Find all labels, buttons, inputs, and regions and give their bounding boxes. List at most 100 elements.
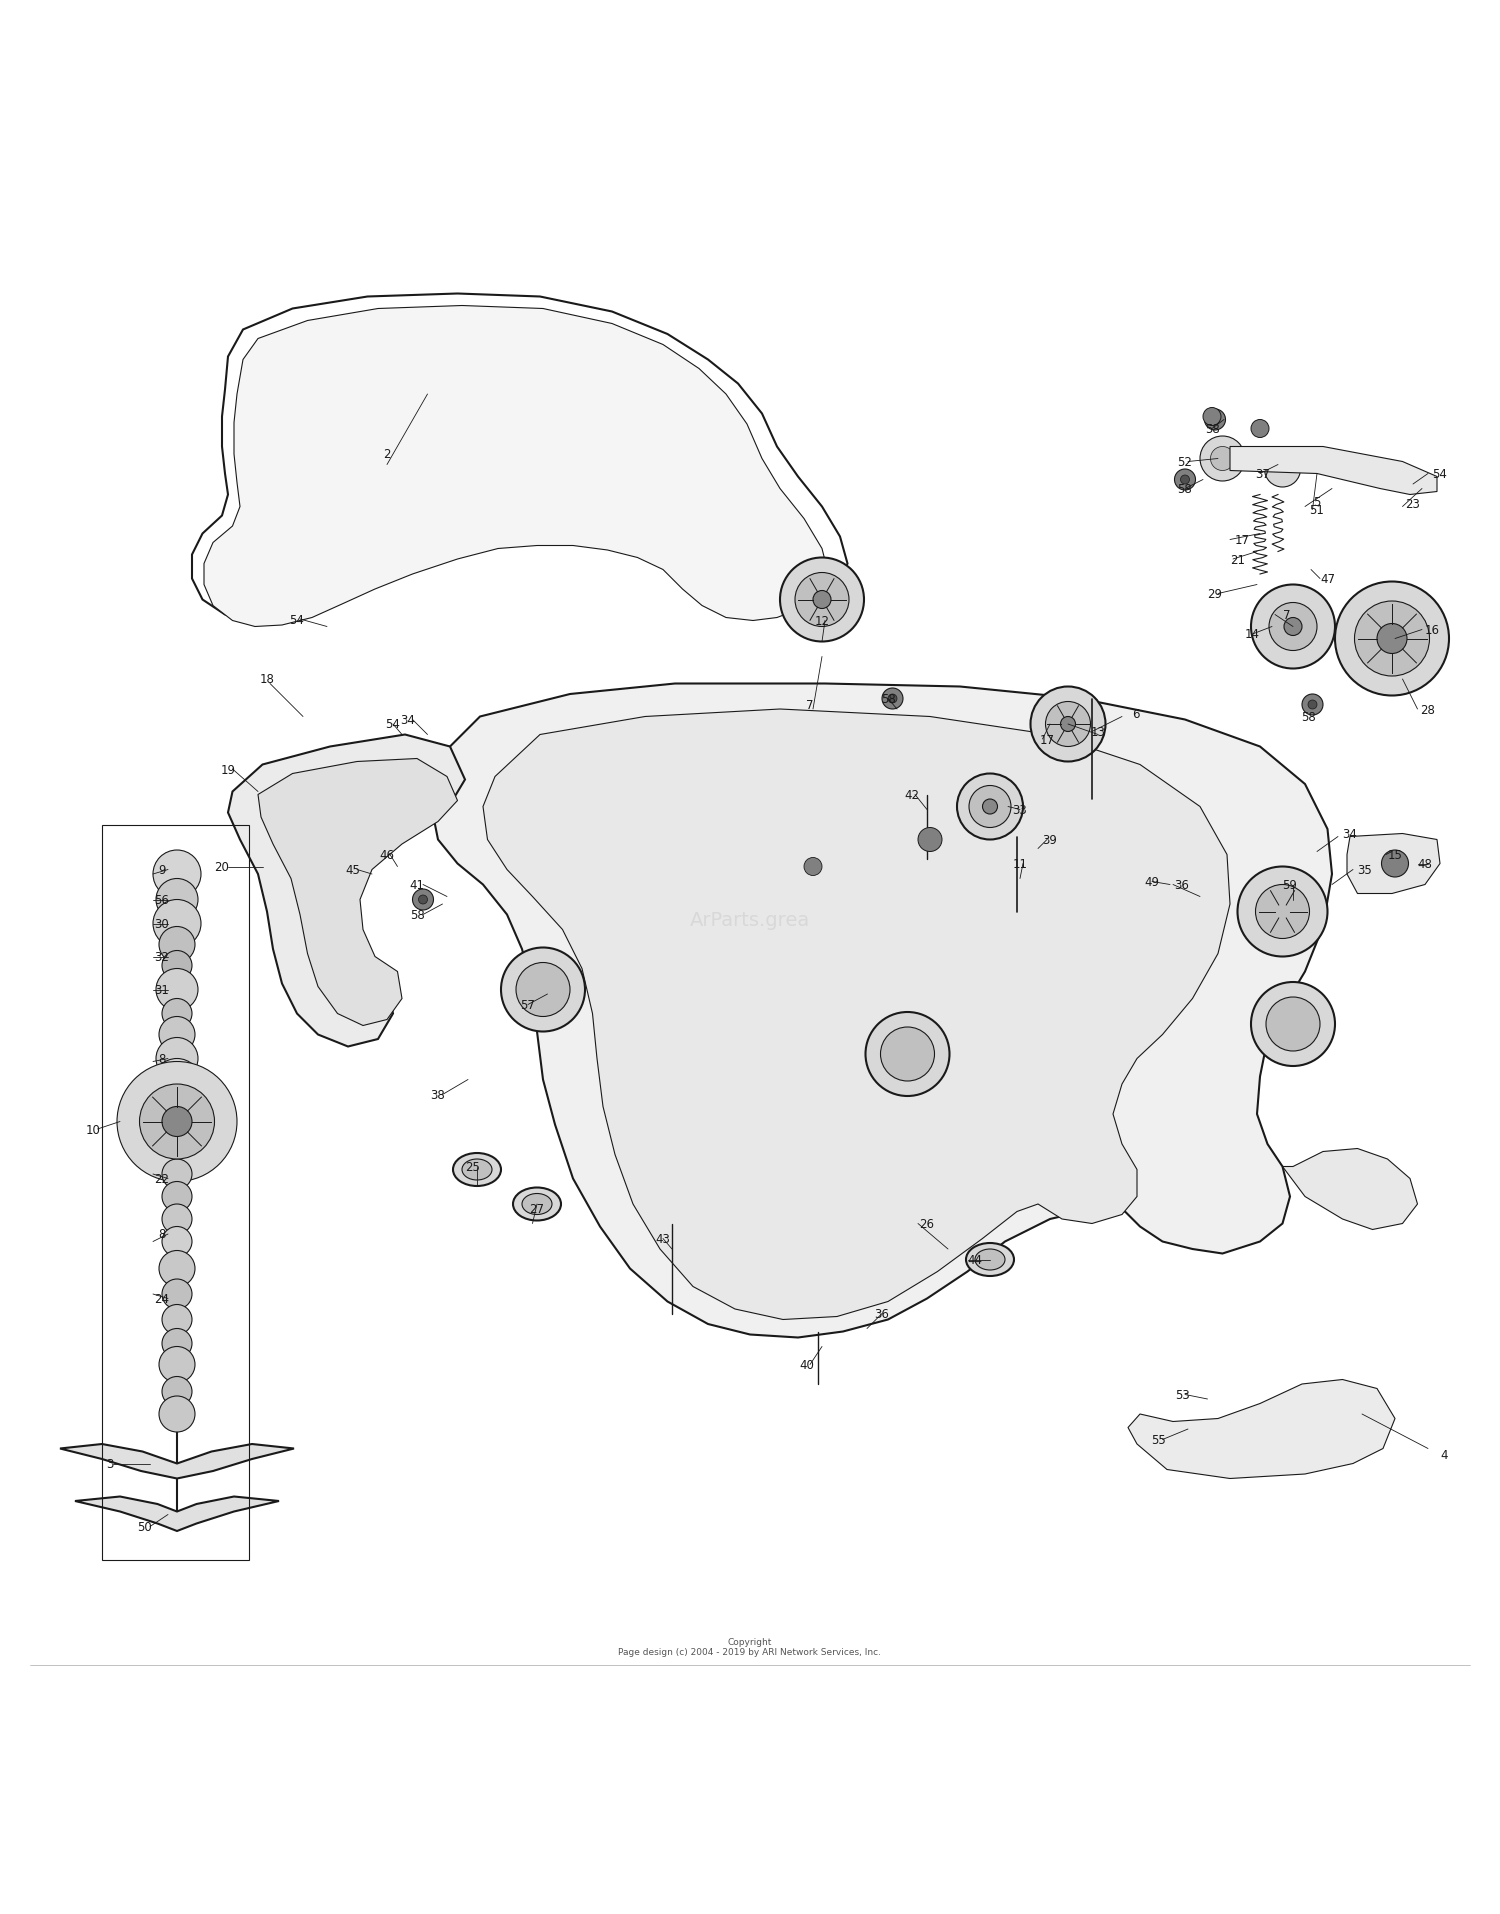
Text: 29: 29 [1208, 588, 1222, 601]
Circle shape [1256, 884, 1310, 940]
Text: 25: 25 [465, 1160, 480, 1173]
Text: 33: 33 [1013, 804, 1028, 817]
Text: 16: 16 [1425, 624, 1440, 637]
Text: 24: 24 [154, 1292, 170, 1305]
Text: 58: 58 [880, 693, 896, 706]
Text: 10: 10 [86, 1124, 100, 1135]
Text: 32: 32 [154, 951, 170, 963]
Text: 50: 50 [136, 1520, 152, 1533]
Circle shape [1284, 618, 1302, 635]
Circle shape [813, 591, 831, 609]
Text: 54: 54 [290, 612, 304, 626]
Circle shape [1308, 701, 1317, 710]
Circle shape [982, 800, 998, 815]
Circle shape [780, 559, 864, 643]
Text: ArParts.grea: ArParts.grea [690, 909, 810, 928]
Text: 46: 46 [380, 848, 394, 861]
Circle shape [156, 1037, 198, 1079]
Circle shape [501, 947, 585, 1032]
Text: 43: 43 [656, 1233, 670, 1246]
Polygon shape [1128, 1380, 1395, 1480]
Ellipse shape [975, 1250, 1005, 1271]
Circle shape [516, 963, 570, 1016]
Circle shape [162, 1227, 192, 1257]
Text: 49: 49 [1144, 875, 1160, 888]
Text: 34: 34 [400, 714, 416, 727]
Circle shape [162, 1181, 192, 1212]
Polygon shape [432, 683, 1332, 1338]
Text: 5: 5 [1314, 496, 1320, 509]
Polygon shape [1230, 448, 1437, 496]
Text: 3: 3 [106, 1457, 112, 1470]
Circle shape [804, 857, 822, 877]
Circle shape [159, 1347, 195, 1382]
Text: 48: 48 [1418, 857, 1432, 871]
Text: 7: 7 [1282, 609, 1290, 622]
Text: 52: 52 [1178, 456, 1192, 469]
Text: 58: 58 [1300, 710, 1316, 723]
Polygon shape [228, 735, 465, 1047]
Text: 11: 11 [1013, 857, 1028, 871]
Text: 55: 55 [1150, 1434, 1166, 1447]
Text: 17: 17 [1040, 733, 1054, 746]
Circle shape [880, 1028, 934, 1081]
Polygon shape [1347, 835, 1440, 894]
Circle shape [162, 1160, 192, 1189]
Circle shape [888, 695, 897, 704]
Text: 15: 15 [1388, 848, 1402, 861]
Circle shape [795, 572, 849, 628]
Circle shape [159, 1252, 195, 1286]
Text: 17: 17 [1234, 534, 1250, 547]
Text: 57: 57 [520, 999, 536, 1011]
Circle shape [162, 1328, 192, 1359]
Circle shape [1302, 695, 1323, 716]
Polygon shape [483, 710, 1230, 1321]
Circle shape [1203, 408, 1221, 427]
Text: 47: 47 [1320, 572, 1335, 586]
Circle shape [153, 850, 201, 898]
Text: 59: 59 [1282, 879, 1298, 892]
Circle shape [159, 926, 195, 963]
Circle shape [159, 1397, 195, 1432]
Circle shape [1030, 687, 1106, 762]
Circle shape [1046, 702, 1090, 746]
Text: 22: 22 [154, 1173, 170, 1185]
Text: 8: 8 [159, 1053, 165, 1066]
Text: 13: 13 [1090, 725, 1106, 739]
Text: 21: 21 [1230, 553, 1245, 567]
Circle shape [162, 1204, 192, 1235]
Circle shape [1264, 452, 1300, 488]
Polygon shape [192, 295, 847, 622]
Circle shape [918, 829, 942, 852]
Text: 58: 58 [1204, 423, 1219, 436]
Text: 58: 58 [410, 909, 424, 921]
Text: 37: 37 [1256, 467, 1270, 480]
Text: 36: 36 [874, 1307, 890, 1321]
Circle shape [1060, 718, 1076, 733]
Ellipse shape [453, 1154, 501, 1187]
Circle shape [969, 787, 1011, 829]
Text: 54: 54 [1432, 467, 1448, 480]
Text: 58: 58 [1178, 482, 1192, 496]
Ellipse shape [522, 1194, 552, 1215]
Text: Copyright
Page design (c) 2004 - 2019 by ARI Network Services, Inc.: Copyright Page design (c) 2004 - 2019 by… [618, 1636, 882, 1656]
Circle shape [419, 896, 428, 905]
Text: 44: 44 [968, 1254, 982, 1267]
Text: 14: 14 [1245, 628, 1260, 641]
Bar [102, 825, 249, 1560]
Circle shape [1200, 436, 1245, 482]
Circle shape [1180, 477, 1190, 484]
Circle shape [162, 999, 192, 1030]
Circle shape [117, 1062, 237, 1181]
Text: 35: 35 [1358, 863, 1372, 877]
Circle shape [1377, 624, 1407, 655]
Circle shape [1251, 586, 1335, 670]
Ellipse shape [966, 1244, 1014, 1277]
Circle shape [162, 1376, 192, 1407]
Text: 27: 27 [530, 1202, 544, 1215]
Circle shape [159, 1016, 195, 1053]
Text: 38: 38 [430, 1089, 445, 1101]
Circle shape [1174, 469, 1196, 490]
Text: 53: 53 [1174, 1388, 1190, 1401]
Polygon shape [75, 1497, 279, 1531]
